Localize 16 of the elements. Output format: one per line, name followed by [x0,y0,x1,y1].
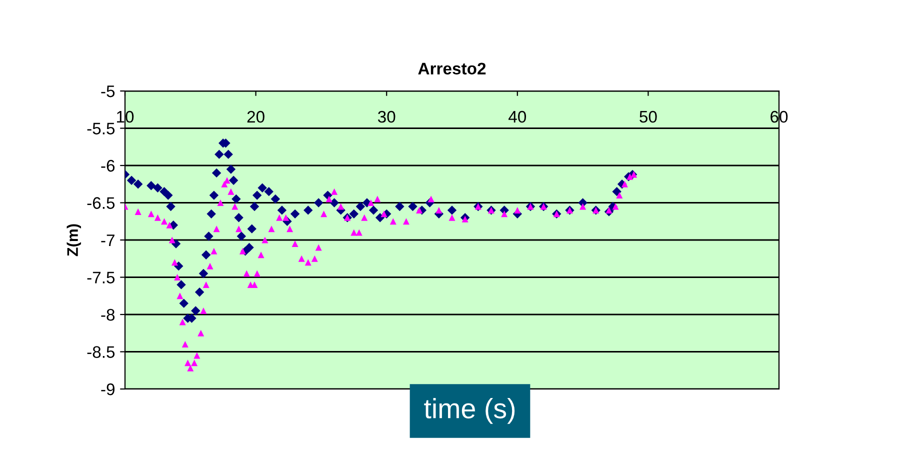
y-tick-label: -5.5 [87,122,115,134]
x-tick-label: 40 [508,110,526,123]
y-tick-label: -8.5 [87,346,115,358]
x-axis-title: time (s) [424,398,515,424]
y-axis-title: Z(m) [66,224,82,256]
chart-title: Arresto2 [418,62,486,74]
y-tick-label: -9 [101,383,114,396]
y-tick-label: -7 [101,234,114,246]
y-tick-label: -5 [101,86,115,98]
y-tick-label: -7.5 [87,272,115,284]
x-tick-label: 30 [378,110,396,123]
y-tick-label: -6 [101,160,115,172]
y-tick-label: -6.5 [87,197,115,209]
x-tick-label: 20 [247,110,264,123]
x-tick-label: 50 [640,110,657,123]
y-tick-label: -8 [101,308,115,321]
